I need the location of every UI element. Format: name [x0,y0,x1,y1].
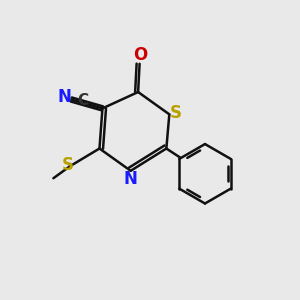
Text: C: C [77,93,89,108]
Text: O: O [133,46,147,64]
Text: S: S [169,104,181,122]
Text: N: N [58,88,72,106]
Text: S: S [61,156,74,174]
Text: N: N [124,170,138,188]
